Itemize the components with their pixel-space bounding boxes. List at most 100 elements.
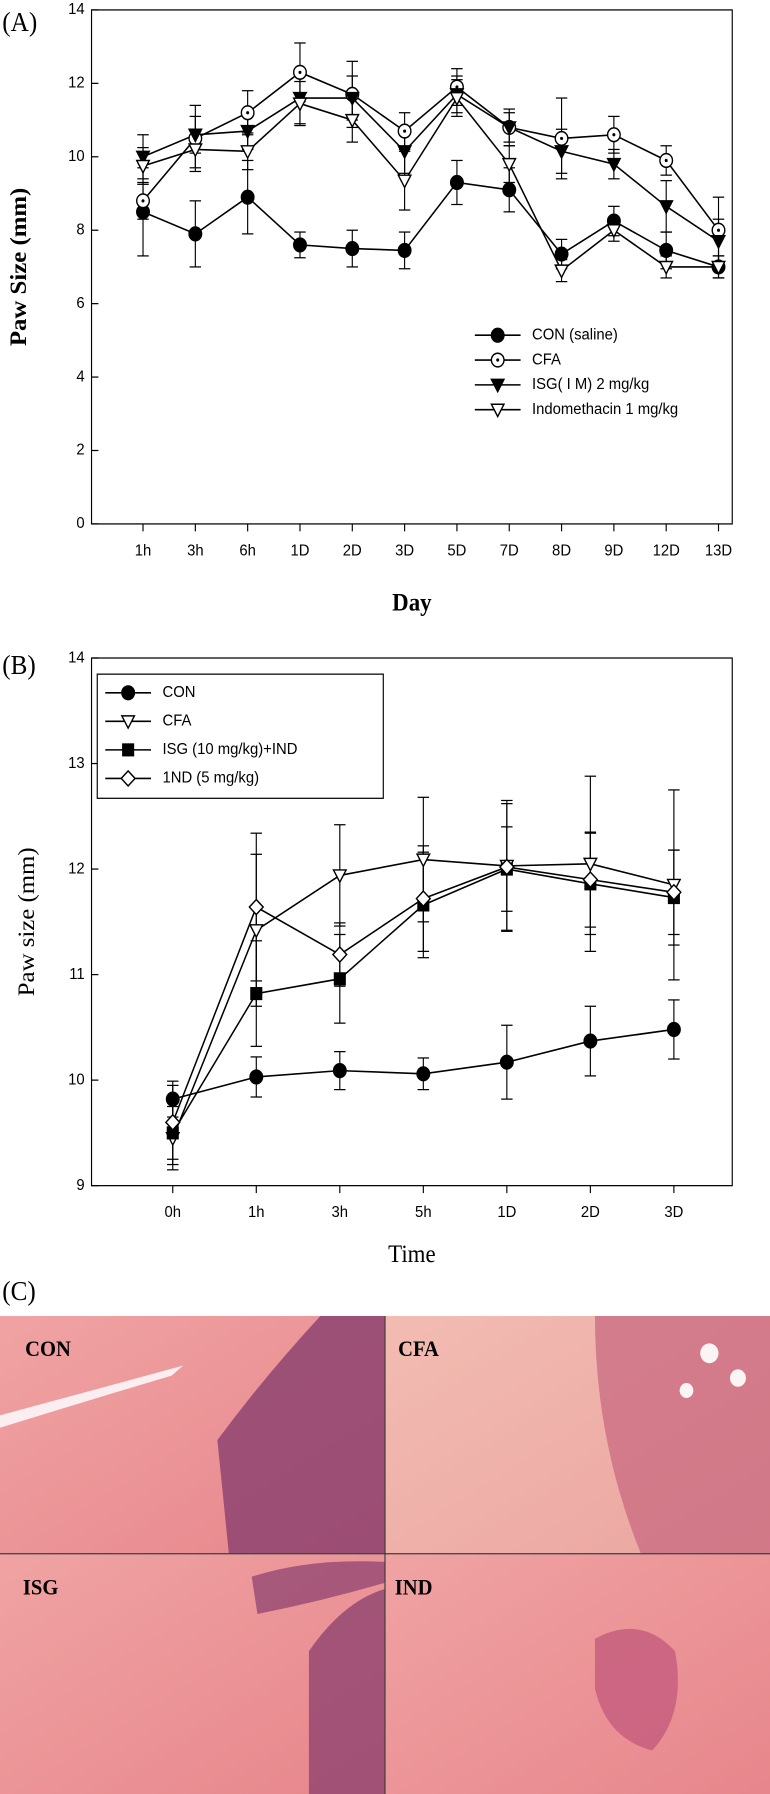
- x-tick-label: 6h: [239, 542, 256, 560]
- fat-cell: [700, 1343, 719, 1364]
- micrograph-grid: CON CFA ISG IND: [0, 1316, 770, 1794]
- x-tick-label: 3D: [395, 542, 414, 560]
- marker: [240, 145, 256, 160]
- marker: [666, 883, 682, 901]
- marker: [490, 403, 506, 419]
- marker: [415, 890, 432, 908]
- marker: [120, 715, 136, 730]
- series-line: [142, 181, 719, 268]
- x-tick-label: 8D: [552, 542, 571, 560]
- y-tick-label: 12: [68, 74, 85, 92]
- marker: [554, 264, 570, 279]
- marker: [248, 898, 265, 916]
- marker: [501, 121, 517, 136]
- legend-label: CON: [162, 684, 195, 702]
- marker: [164, 1113, 181, 1131]
- marker: [248, 924, 264, 939]
- y-tick-label: 4: [76, 368, 85, 386]
- y-axis-label: Paw size (mm): [15, 847, 40, 996]
- x-tick-label: 7D: [500, 542, 519, 560]
- y-tick-label: 8: [76, 221, 84, 239]
- marker-dot: [141, 199, 145, 203]
- marker: [122, 743, 135, 757]
- marker: [120, 769, 137, 787]
- plot-frame: [90, 9, 733, 525]
- legend-frame: [96, 673, 384, 799]
- plot-frame: [90, 657, 733, 1187]
- x-tick-label: 0h: [164, 1204, 181, 1222]
- marker-dot: [298, 70, 302, 74]
- marker: [188, 226, 203, 242]
- marker: [187, 128, 203, 144]
- x-tick-label: 3h: [332, 1204, 349, 1222]
- y-axis-label: Paw Size (mm): [7, 188, 32, 346]
- marker: [666, 1021, 681, 1038]
- y-tick-label: 10: [68, 1071, 85, 1089]
- marker-dot: [455, 85, 459, 89]
- series-line: [142, 93, 719, 242]
- legend-label: ISG (10 mg/kg)+IND: [162, 741, 297, 759]
- marker: [331, 945, 348, 964]
- marker: [606, 157, 622, 173]
- x-tick-label: 2D: [581, 1204, 600, 1222]
- marker: [499, 1054, 514, 1070]
- marker: [582, 857, 598, 873]
- marker: [249, 1069, 264, 1085]
- y-tick-label: 14: [68, 649, 85, 667]
- marker-dot: [560, 136, 564, 141]
- marrow: [594, 1316, 770, 1554]
- marker: [344, 113, 360, 129]
- x-tick-label: 3h: [187, 542, 204, 560]
- y-tick-label: 2: [76, 441, 84, 459]
- marker: [333, 972, 346, 986]
- panel-label: (B): [2, 650, 36, 680]
- marrow: [251, 1561, 385, 1614]
- marker-dot: [612, 133, 616, 137]
- marker: [135, 150, 151, 166]
- marker: [502, 182, 517, 198]
- micrograph-label: CON: [25, 1336, 71, 1361]
- marker-dot: [717, 228, 721, 232]
- micrograph-label: CFA: [398, 1336, 439, 1361]
- x-tick-label: 13D: [705, 542, 732, 560]
- micrograph-label: IND: [395, 1575, 433, 1600]
- x-axis-label: Day: [392, 590, 431, 617]
- fat-cell: [679, 1383, 694, 1398]
- marker: [344, 91, 360, 107]
- marker: [121, 685, 136, 701]
- marker: [165, 1091, 180, 1107]
- marker: [501, 157, 517, 173]
- series-line: [142, 71, 720, 231]
- marker: [449, 174, 464, 191]
- panel-label: (A): [2, 7, 37, 37]
- marker: [240, 124, 256, 140]
- marker: [606, 224, 622, 239]
- marker-dot: [664, 158, 668, 163]
- cavity: [0, 1365, 184, 1428]
- x-axis-label: Time: [388, 1241, 435, 1268]
- marker: [711, 235, 726, 250]
- marker: [250, 987, 263, 1001]
- y-tick-label: 9: [76, 1176, 84, 1194]
- marker: [711, 260, 726, 276]
- marker-dot: [496, 358, 500, 362]
- panel-label: (C): [2, 1276, 36, 1306]
- y-tick-label: 6: [76, 294, 84, 312]
- marker: [345, 240, 360, 257]
- x-tick-label: 12D: [653, 542, 680, 560]
- marker: [449, 91, 465, 107]
- series-line: [142, 96, 719, 272]
- marker: [292, 237, 307, 253]
- marker: [498, 858, 515, 876]
- x-tick-label: 1h: [135, 542, 152, 560]
- y-tick-label: 14: [68, 1, 85, 19]
- marker-dot: [403, 129, 407, 133]
- marker: [240, 189, 255, 205]
- marker: [582, 871, 599, 889]
- marker: [332, 869, 348, 884]
- x-tick-label: 5D: [447, 542, 466, 560]
- x-tick-label: 1h: [248, 1204, 265, 1222]
- marker: [659, 242, 674, 258]
